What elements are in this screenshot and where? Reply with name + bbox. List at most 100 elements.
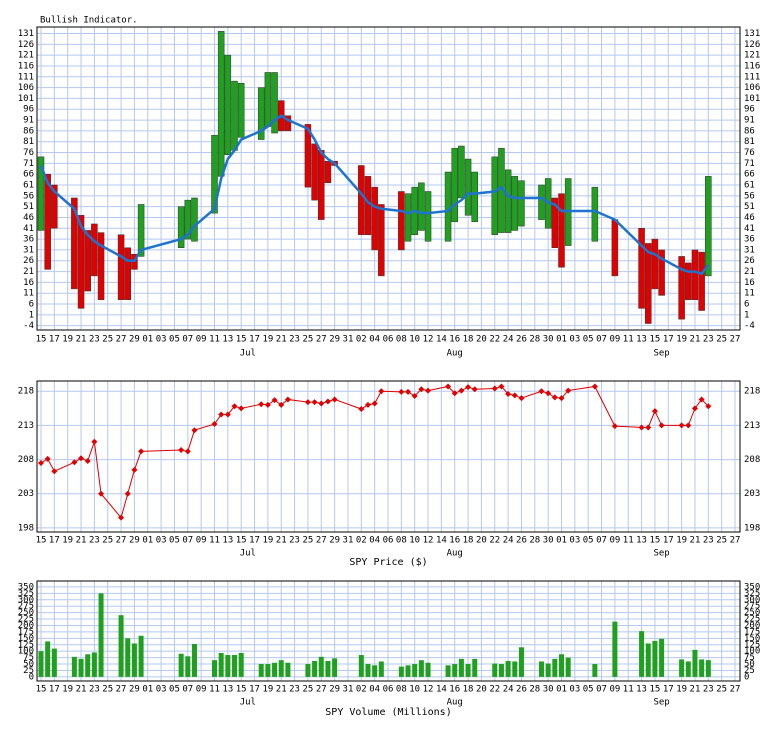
y-tick-label: 126: [18, 40, 34, 50]
volume-bar: [305, 664, 311, 677]
y-tick-label-right: 81: [744, 137, 755, 147]
price-marker: [425, 387, 432, 394]
indicator-bar: [705, 176, 712, 277]
x-tick-label: 29: [329, 685, 340, 695]
indicator-bar: [97, 232, 105, 300]
x-tick-label: 21: [276, 536, 287, 546]
indicator-bar: [691, 249, 699, 300]
indicator-bar: [611, 219, 619, 277]
indicator-bar: [398, 191, 405, 251]
x-tick-label: 16: [449, 536, 460, 546]
x-tick-label: 23: [703, 536, 714, 546]
indicator-bar: [237, 83, 245, 138]
price-marker: [418, 386, 425, 393]
month-label: Aug: [447, 549, 463, 559]
y-tick-label-right: 56: [744, 191, 755, 201]
y-tick-label-right: 200: [744, 621, 760, 631]
y-tick-label: 0: [29, 672, 34, 682]
y-tick-label: 56: [23, 191, 34, 201]
indicator-bar: [645, 243, 652, 324]
y-tick-label-right: 36: [744, 235, 755, 245]
volume-bar: [185, 656, 191, 677]
indicator-bar: [304, 124, 312, 188]
indicator-bar: [257, 87, 265, 140]
plot-border: [36, 26, 741, 331]
x-tick-label: 27: [730, 536, 741, 546]
y-tick-label: 46: [23, 213, 34, 223]
y-tick-label: 300: [18, 595, 34, 605]
price-marker: [445, 383, 452, 390]
x-tick-label: 19: [262, 335, 273, 345]
y-tick-label: 101: [18, 94, 34, 104]
x-tick-label: 01: [142, 536, 153, 546]
x-tick-label: 16: [449, 335, 460, 345]
volume-bar: [45, 641, 51, 677]
y-tick-label: 350: [18, 582, 34, 592]
price-marker: [51, 468, 58, 475]
x-tick-label: 15: [36, 335, 47, 345]
x-tick-label: 15: [36, 685, 47, 695]
x-tick-label: 23: [89, 685, 100, 695]
x-tick-label: 25: [102, 335, 113, 345]
y-tick-label-right: 100: [744, 647, 760, 657]
x-tick-label: 08: [396, 685, 407, 695]
x-tick-label: 10: [409, 536, 420, 546]
x-tick-label: 20: [476, 685, 487, 695]
x-tick-label: 27: [730, 335, 741, 345]
y-tick-label-right: 6: [744, 300, 749, 310]
x-tick-label: 12: [423, 685, 434, 695]
indicator-bar: [284, 115, 292, 132]
y-tick-label: 175: [18, 627, 34, 637]
y-tick-label-right: 66: [744, 170, 755, 180]
indicator-bar: [117, 234, 125, 300]
volume-bar: [272, 662, 278, 677]
y-tick-label-right: 51: [744, 202, 755, 212]
x-tick-label: 20: [476, 335, 487, 345]
y-tick-label-right: 71: [744, 159, 755, 169]
x-tick-label: 06: [383, 335, 394, 345]
price-marker: [518, 395, 525, 402]
volume-bar: [685, 661, 691, 677]
volume-bar: [445, 665, 451, 677]
y-tick-label-right: 76: [744, 148, 755, 158]
y-tick-label: 225: [18, 615, 34, 625]
volume-bar: [71, 656, 77, 677]
volume-bar: [699, 659, 705, 677]
volume-bar: [212, 660, 217, 677]
indicator-bar: [311, 143, 318, 201]
volume-bar: [505, 660, 511, 677]
price-marker: [638, 424, 645, 431]
y-tick-label: 25: [23, 666, 34, 676]
price-marker: [258, 401, 265, 408]
volume-bar: [238, 652, 244, 677]
x-tick-label: 07: [596, 685, 607, 695]
indicator-bar: [638, 228, 645, 309]
y-tick-label: 218: [18, 387, 34, 397]
y-tick-label: 121: [18, 51, 34, 61]
x-tick-label: 13: [222, 536, 233, 546]
y-tick-label-right: 75: [744, 653, 755, 663]
volume-bar: [225, 655, 231, 677]
y-tick-label: 200: [18, 621, 34, 631]
volume-bar: [498, 664, 504, 677]
indicator-bar: [91, 223, 98, 277]
x-tick-label: 30: [543, 685, 554, 695]
x-tick-label: 19: [262, 536, 273, 546]
y-tick-label-right: 111: [744, 72, 760, 82]
y-tick-label-right: 11: [744, 289, 755, 299]
x-tick-label: 12: [423, 536, 434, 546]
indicator-bar: [685, 262, 692, 300]
x-tick-label: 13: [636, 335, 647, 345]
y-tick-label: 125: [18, 640, 34, 650]
price-marker: [645, 424, 652, 431]
indicator-bar: [224, 54, 232, 155]
price-marker: [691, 405, 698, 412]
x-tick-label: 31: [343, 335, 354, 345]
price-marker: [511, 392, 518, 399]
x-tick-label: 01: [556, 685, 567, 695]
x-tick-label: 02: [356, 536, 367, 546]
x-tick-label: 23: [703, 335, 714, 345]
x-tick-label: 23: [289, 335, 300, 345]
x-tick-label: 25: [716, 335, 727, 345]
x-tick-label: 02: [356, 335, 367, 345]
